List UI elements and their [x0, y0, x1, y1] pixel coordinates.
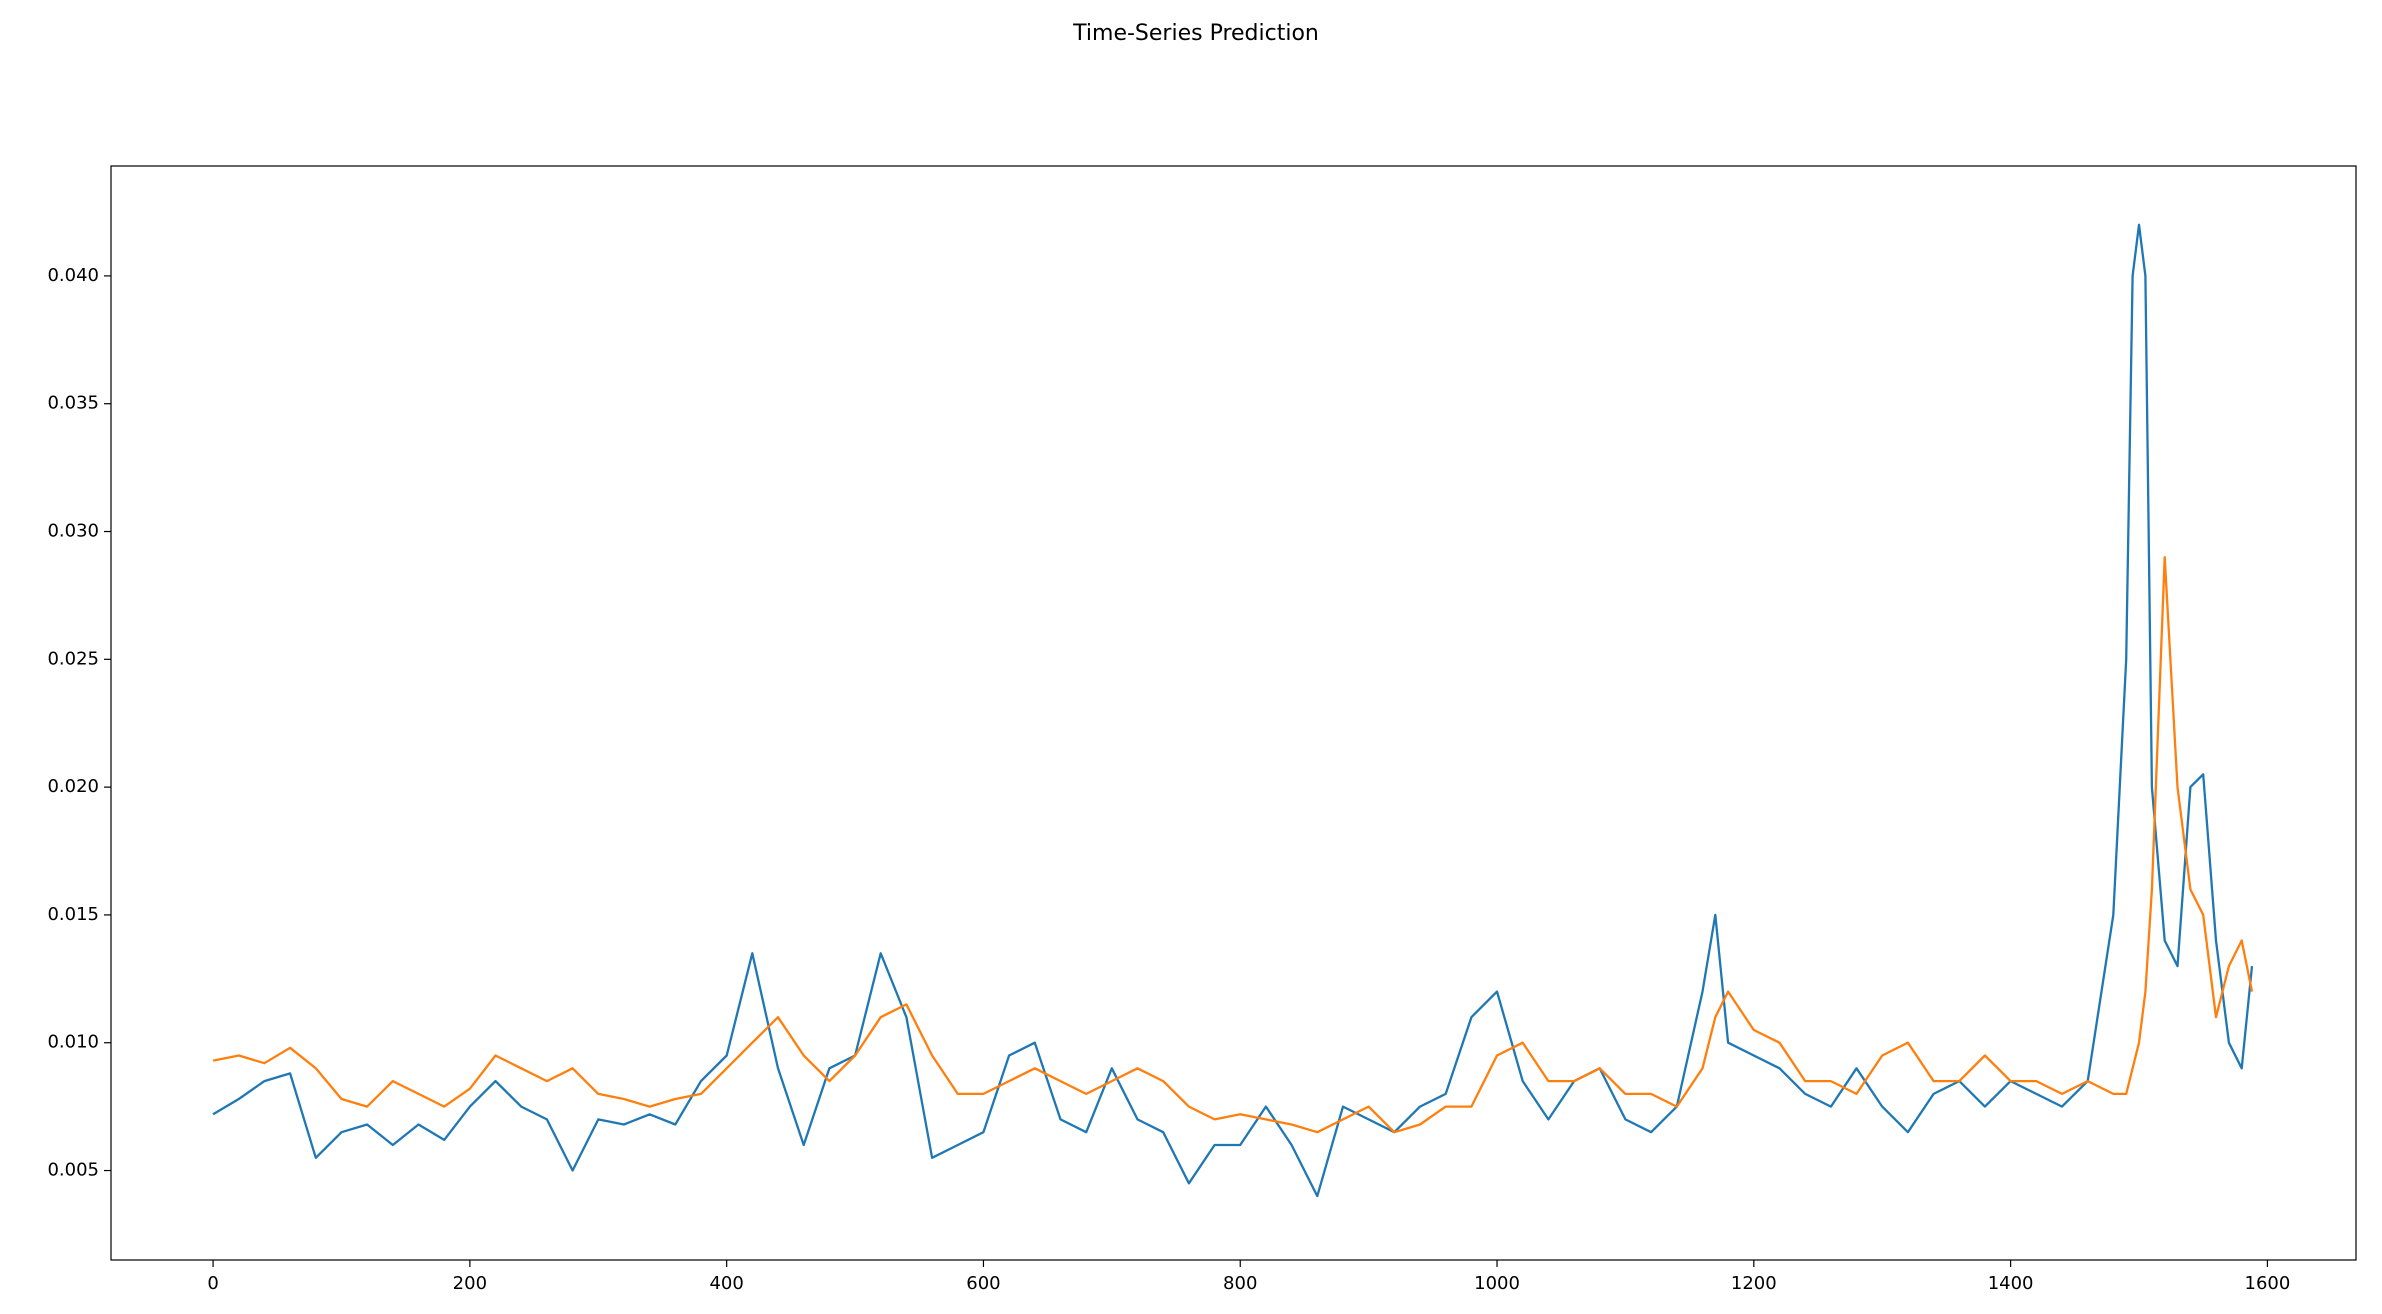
y-tick-label: 0.005: [47, 1160, 99, 1181]
x-tick-label: 0: [207, 1273, 218, 1294]
y-tick-label: 0.035: [47, 393, 99, 414]
plot-frame: [110, 165, 2357, 1261]
x-tick-label: 400: [709, 1273, 743, 1294]
y-tick-label: 0.015: [47, 904, 99, 925]
y-tick-label: 0.020: [47, 776, 99, 797]
series-line: [212, 555, 2254, 1134]
x-tick-label: 1600: [2245, 1273, 2291, 1294]
x-tick-label: 600: [966, 1273, 1000, 1294]
x-tick-label: 1000: [1474, 1273, 1520, 1294]
series-line: [212, 223, 2254, 1198]
x-tick-label: 1200: [1731, 1273, 1777, 1294]
chart-title: Time-Series Prediction: [1072, 21, 1319, 46]
y-tick-label: 0.030: [47, 521, 99, 542]
x-tick-label: 800: [1223, 1273, 1257, 1294]
y-tick-label: 0.040: [47, 265, 99, 286]
x-tick-label: 1400: [1988, 1273, 2034, 1294]
y-tick-label: 0.025: [47, 648, 99, 669]
y-tick-label: 0.010: [47, 1032, 99, 1053]
x-tick-label: 200: [453, 1273, 487, 1294]
